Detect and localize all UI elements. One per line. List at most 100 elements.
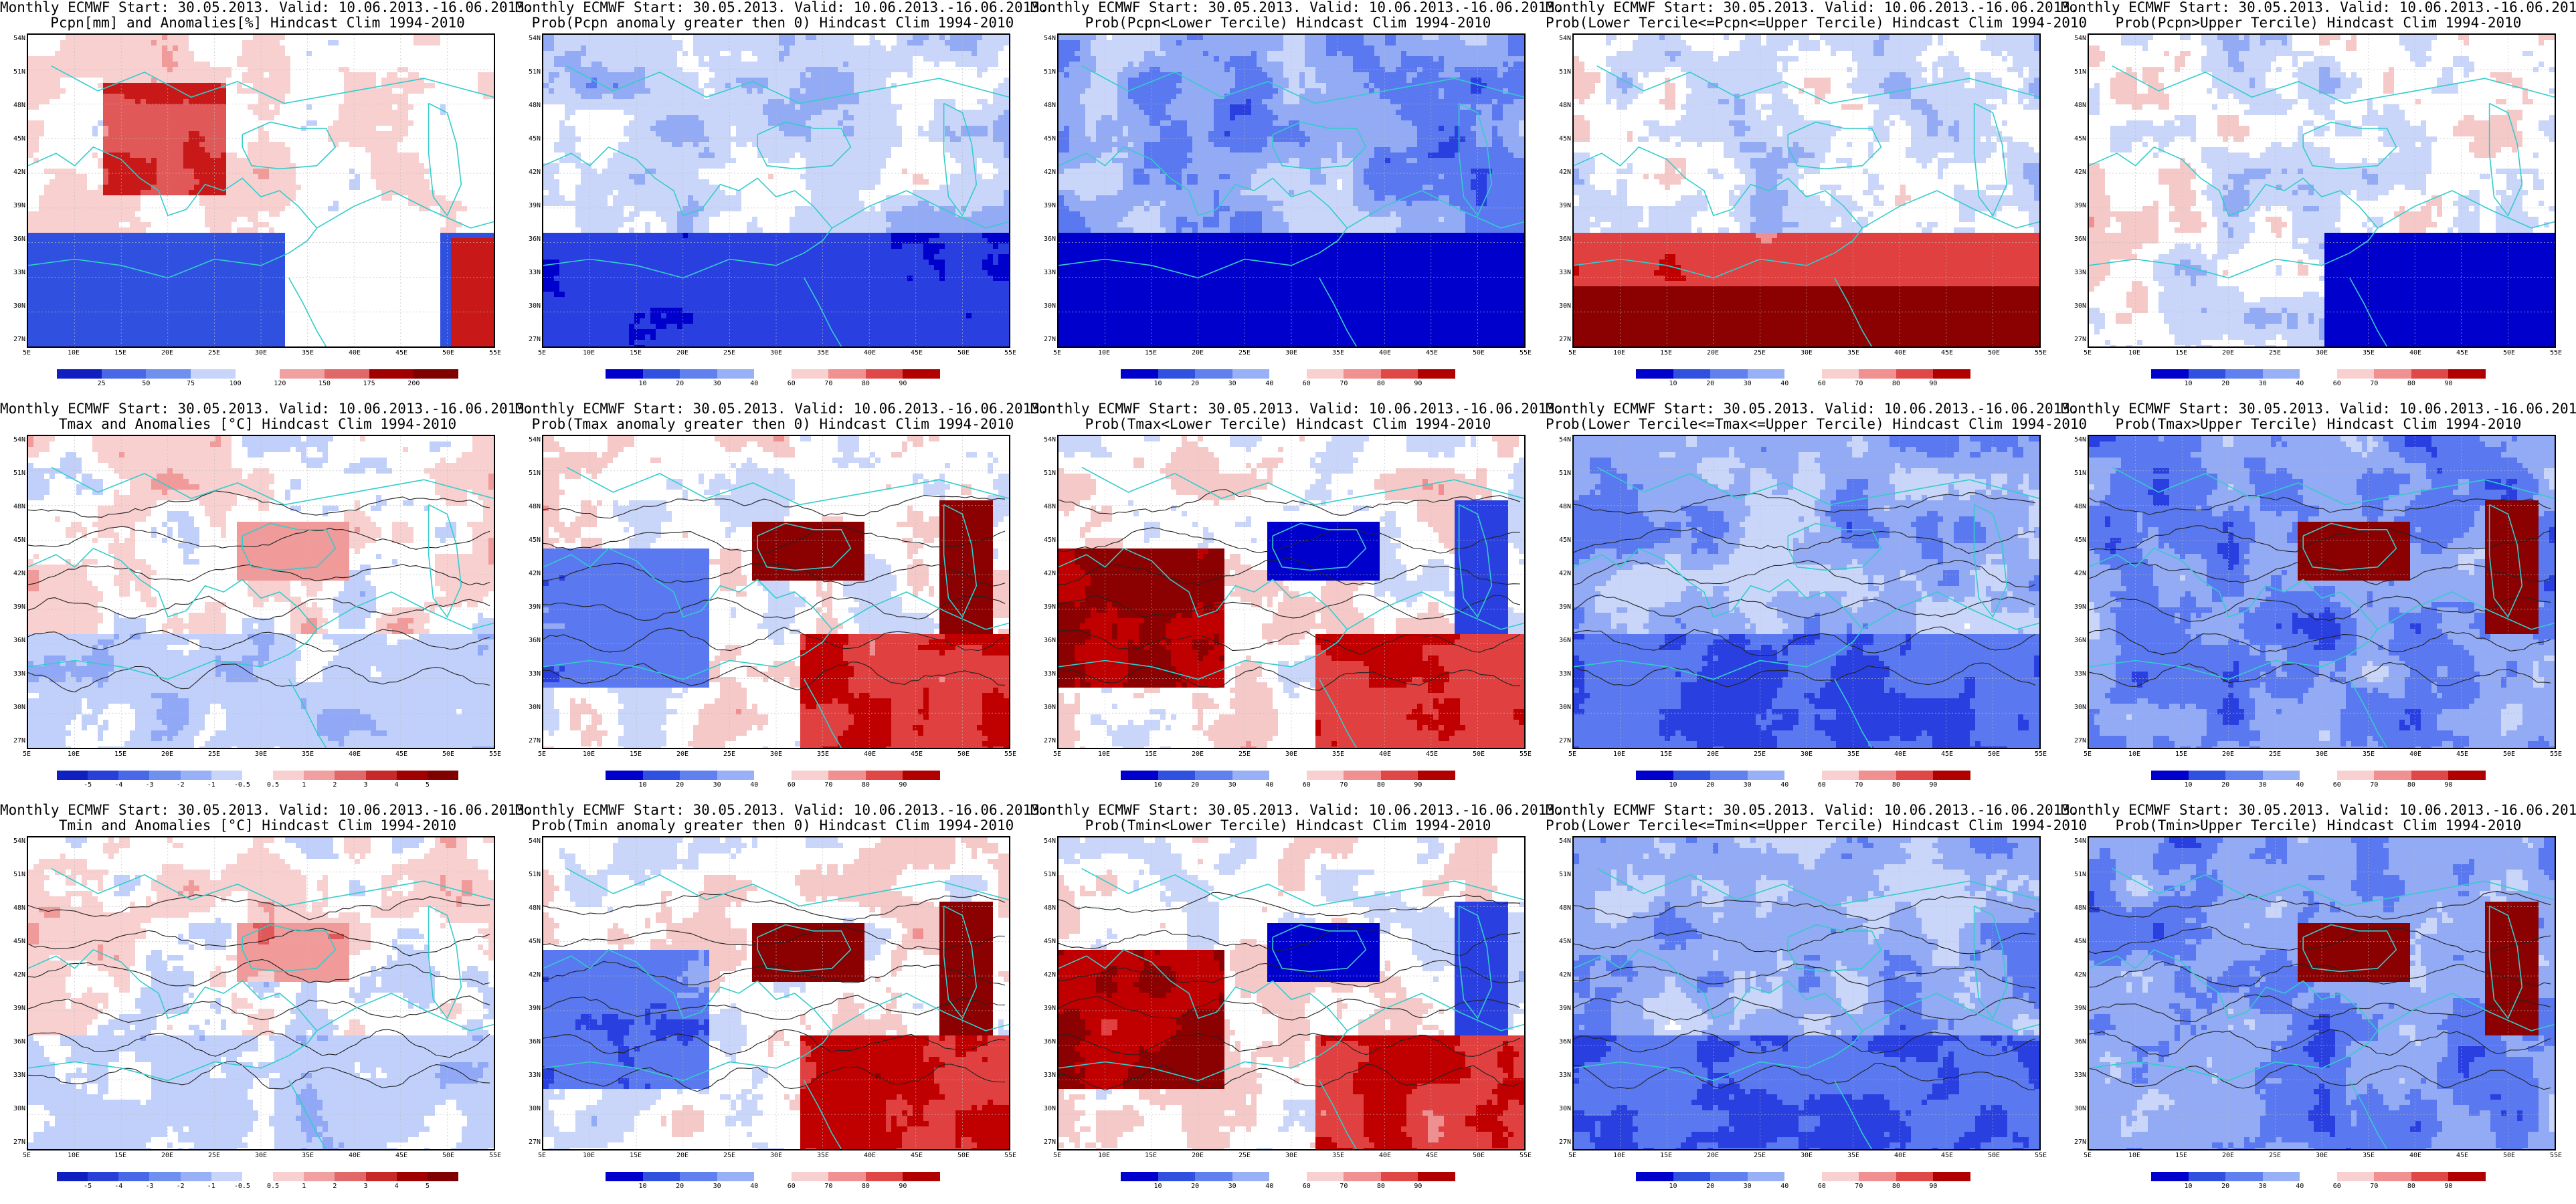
colorbar-swatch (1933, 1172, 1970, 1181)
panel-title-line2: Prob(Tmin anomaly greater then 0) Hindca… (515, 818, 1030, 833)
colorbar-label: 90 (1922, 1183, 1944, 1190)
map-frame[interactable] (2088, 836, 2556, 1150)
lon-tick-label: 25E (1231, 1152, 1258, 1159)
lat-tick-label: 27N (1548, 336, 1571, 343)
lat-tick-label: 54N (3, 436, 25, 443)
lon-tick-label: 10E (575, 349, 602, 357)
map-frame[interactable] (2088, 435, 2556, 749)
colorbar-swatch (2189, 369, 2226, 379)
lon-tick-label: 25E (2262, 750, 2288, 758)
map-field (1059, 436, 1524, 748)
map-frame[interactable] (542, 836, 1010, 1150)
map-frame[interactable] (27, 836, 495, 1150)
map-panel-tmin-1: Monthly ECMWF Start: 30.05.2013. Valid: … (515, 803, 1030, 1204)
map-frame[interactable] (1572, 33, 2041, 348)
colorbar-label: 40 (743, 1183, 765, 1190)
colorbar-label: 60 (1811, 380, 1833, 387)
lon-tick-label: 15E (107, 750, 134, 758)
colorbar-swatch (1381, 369, 1418, 379)
lat-tick-label: 42N (518, 169, 541, 176)
lon-tick-label: 20E (669, 1152, 696, 1159)
colorbar-swatch (2225, 1172, 2263, 1181)
lon-tick-label: 15E (107, 349, 134, 357)
colorbar-swatch (2374, 369, 2411, 379)
lat-tick-label: 30N (1548, 302, 1571, 310)
map-frame[interactable] (542, 33, 1010, 348)
map-frame[interactable] (1057, 33, 1526, 348)
colorbar-label: 1 (292, 1183, 315, 1190)
map-panel-tmin-2: Monthly ECMWF Start: 30.05.2013. Valid: … (1030, 803, 1546, 1204)
colorbar-swatch (1158, 369, 1196, 379)
map-frame[interactable] (1572, 435, 2041, 749)
colorbar-label: 10 (1662, 781, 1685, 789)
map-frame[interactable] (2088, 33, 2556, 348)
colorbar-swatch (1636, 1172, 1673, 1181)
colorbar-swatch (2337, 1172, 2375, 1181)
map-frame[interactable] (27, 33, 495, 348)
map-frame[interactable] (1057, 435, 1526, 749)
lon-tick-label: 45E (2449, 349, 2476, 357)
lon-tick-label: 15E (1137, 750, 1164, 758)
lon-tick-label: 15E (2168, 750, 2195, 758)
colorbar (2151, 771, 2486, 780)
colorbar-swatch (717, 1172, 755, 1181)
lat-tick-label: 36N (518, 1038, 541, 1045)
lon-tick-label: 10E (2121, 750, 2148, 758)
panel-title-line2: Prob(Lower Tercile<=Tmax<=Upper Tercile)… (1546, 417, 2061, 432)
colorbar-label: 150 (313, 380, 336, 387)
colorbar-label: -4 (107, 781, 130, 789)
lon-tick-label: 25E (716, 750, 743, 758)
lat-tick-label: 54N (1548, 436, 1571, 443)
lat-tick-label: 39N (2063, 202, 2086, 209)
map-frame[interactable] (1572, 836, 2041, 1150)
colorbar-label: 80 (1370, 781, 1392, 789)
lat-tick-label: 45N (518, 938, 541, 945)
colorbar-swatch (1232, 1172, 1270, 1181)
colorbar-swatch (828, 369, 866, 379)
colorbar (606, 1172, 940, 1181)
colorbar-swatch (2448, 1172, 2486, 1181)
lon-tick-label: 25E (1746, 349, 1773, 357)
lat-tick-label: 30N (1033, 1105, 1056, 1112)
colorbar-swatch (1784, 1172, 1822, 1181)
colorbar-label: 60 (780, 781, 803, 789)
colorbar-swatch (2300, 771, 2337, 780)
colorbar-label: 200 (402, 380, 425, 387)
lon-tick-label: 45E (1418, 1152, 1445, 1159)
colorbar-label: 10 (632, 781, 654, 789)
colorbar-label: 60 (2326, 380, 2349, 387)
lon-tick-label: 40E (1887, 750, 1914, 758)
panel-title: Monthly ECMWF Start: 30.05.2013. Valid: … (0, 401, 515, 432)
lat-tick-label: 45N (1548, 938, 1571, 945)
colorbar-label: 10 (632, 1183, 654, 1190)
lat-tick-label: 36N (518, 637, 541, 644)
lat-tick-label: 48N (2063, 503, 2086, 510)
lat-tick-label: 42N (2063, 169, 2086, 176)
lat-tick-label: 42N (518, 570, 541, 577)
map-frame[interactable] (1057, 836, 1526, 1150)
lat-tick-label: 30N (518, 1105, 541, 1112)
map-frame[interactable] (27, 435, 495, 749)
colorbar-swatch (1748, 369, 1785, 379)
lon-tick-label: 55E (2543, 1152, 2569, 1159)
colorbar-swatch (2411, 771, 2449, 780)
colorbar-swatch (2263, 369, 2300, 379)
lat-tick-label: 39N (1548, 1005, 1571, 1012)
lat-tick-label: 36N (3, 637, 25, 644)
colorbar-label: 70 (1847, 781, 1870, 789)
lat-tick-label: 48N (3, 503, 25, 510)
colorbar-swatch (1121, 369, 1158, 379)
lon-tick-label: 30E (2308, 349, 2335, 357)
colorbar-label: -3 (138, 1183, 161, 1190)
colorbar-label: 90 (1406, 1183, 1429, 1190)
lat-tick-label: 54N (1548, 35, 1571, 42)
lon-tick-label: 30E (2308, 750, 2335, 758)
map-frame[interactable] (542, 435, 1010, 749)
colorbar-swatch (1673, 369, 1711, 379)
colorbar-label: 80 (2400, 1183, 2423, 1190)
panel-title-line1: Monthly ECMWF Start: 30.05.2013. Valid: … (515, 401, 1030, 417)
lon-tick-label: 55E (482, 349, 509, 357)
lon-tick-label: 20E (2215, 1152, 2241, 1159)
lat-tick-label: 30N (518, 704, 541, 711)
lon-tick-label: 50E (950, 1152, 977, 1159)
